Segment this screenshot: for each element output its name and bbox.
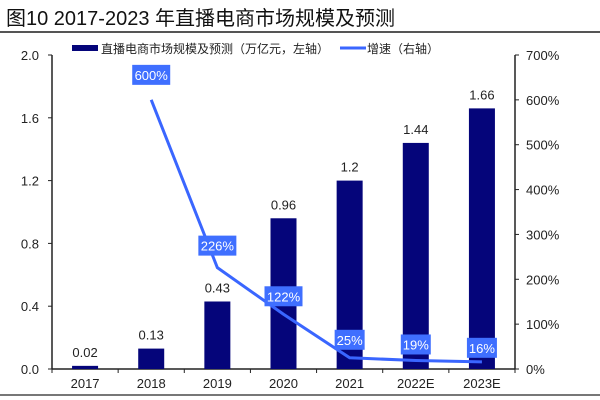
bar <box>138 348 165 369</box>
legend-line-label: 增速（右轴） <box>367 41 439 56</box>
right-tick-label: 300% <box>526 227 560 242</box>
legend-bar-label: 直播电商市场规模及预测（万亿元，左轴） <box>101 41 329 56</box>
growth-value-label: 226% <box>201 239 235 254</box>
growth-label-box <box>198 235 237 256</box>
x-tick-label: 2020 <box>269 376 298 391</box>
top-divider <box>0 31 600 33</box>
right-tick-label: 0% <box>526 362 545 377</box>
legend-bar-swatch <box>72 45 98 51</box>
right-tick-label: 700% <box>526 48 560 63</box>
bar-value-label: 0.43 <box>205 280 230 295</box>
left-tick-label: 1.2 <box>21 174 39 189</box>
x-tick-label: 2023E <box>463 376 501 391</box>
growth-value-label: 122% <box>267 289 301 304</box>
left-tick-label: 2.0 <box>21 48 39 63</box>
bar-value-label: 1.44 <box>403 122 428 137</box>
growth-value-label: 16% <box>469 341 495 356</box>
growth-value-label: 19% <box>403 337 429 352</box>
growth-label-box <box>264 286 303 307</box>
x-tick-label: 2017 <box>71 376 100 391</box>
bar-value-label: 1.66 <box>469 87 494 102</box>
bar-value-label: 1.2 <box>341 160 359 175</box>
growth-value-label: 600% <box>135 68 169 83</box>
left-tick-label: 1.6 <box>21 111 39 126</box>
x-tick-label: 2021 <box>335 376 364 391</box>
bar-value-label: 0.96 <box>271 197 296 212</box>
x-tick-label: 2022E <box>397 376 435 391</box>
right-tick-label: 400% <box>526 183 560 198</box>
bar <box>402 142 429 369</box>
chart-title: 图10 2017-2023 年直播电商市场规模及预测 <box>6 8 396 30</box>
bar-value-label: 0.02 <box>72 345 97 360</box>
right-tick-label: 600% <box>526 93 560 108</box>
growth-line <box>149 99 482 364</box>
left-tick-label: 0.8 <box>21 236 39 251</box>
growth-label-box <box>334 329 365 350</box>
x-tick-label: 2018 <box>137 376 166 391</box>
left-tick-label: 0.4 <box>21 299 39 314</box>
x-tick-label: 2019 <box>203 376 232 391</box>
right-tick-label: 500% <box>526 138 560 153</box>
left-tick-label: 0.0 <box>21 362 39 377</box>
bar <box>72 365 99 369</box>
growth-label-box <box>132 64 171 85</box>
growth-value-label: 25% <box>337 333 363 348</box>
bar <box>468 108 495 369</box>
growth-label-box <box>466 337 497 358</box>
right-tick-label: 200% <box>526 272 560 287</box>
bottom-divider <box>0 394 600 396</box>
bar <box>204 301 231 369</box>
right-tick-label: 100% <box>526 317 560 332</box>
growth-label-box <box>400 334 431 355</box>
bar-value-label: 0.13 <box>139 328 164 343</box>
